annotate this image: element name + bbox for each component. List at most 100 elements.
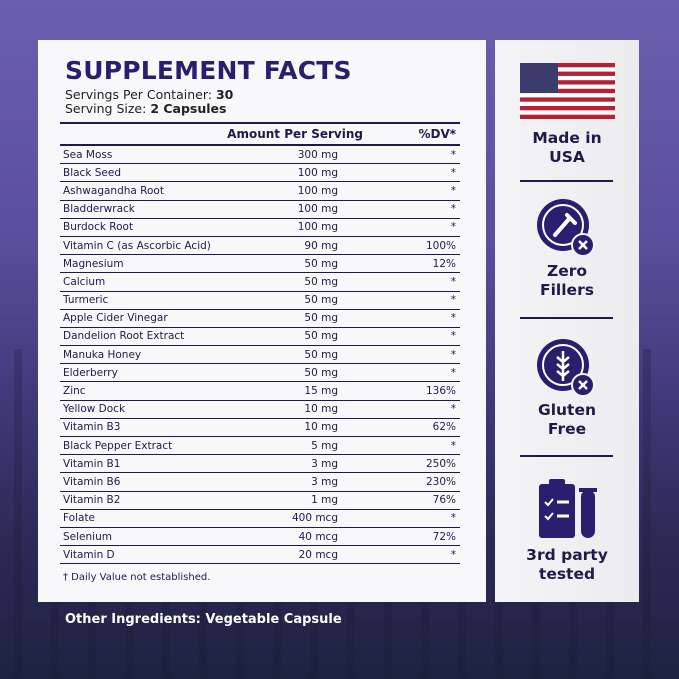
ingredient-name: Vitamin B3 <box>63 421 121 434</box>
ingredient-dv: * <box>450 166 456 179</box>
ingredient-dv: * <box>450 184 456 197</box>
ingredient-name: Manuka Honey <box>63 348 142 361</box>
other-ingredients: Other Ingredients: Vegetable Capsule <box>65 612 342 627</box>
table-row: Ashwagandha Root 100 mg * <box>60 182 460 201</box>
ingredient-amount: 5 mg <box>311 439 338 452</box>
ingredient-name: Zinc <box>63 385 86 398</box>
badges-panel: Made in USA Zero Fillers Gluten Free 3rd pa… <box>495 40 639 602</box>
badge-text: Free <box>547 420 587 438</box>
table-row: Folate 400 mcg * <box>60 510 460 528</box>
ingredient-amount: 40 mcg <box>298 530 338 543</box>
divider <box>520 455 613 457</box>
badge-text: Fillers <box>540 281 594 299</box>
ingredient-name: Ashwagandha Root <box>63 184 164 197</box>
badge-made-in-usa: Made in USA <box>495 129 639 167</box>
footnote: † Daily Value not established. <box>63 572 211 583</box>
table-row: Black Seed 100 mg * <box>60 164 460 183</box>
ingredient-dv: 100% <box>425 239 456 252</box>
table-row: Vitamin B1 3 mg 250% <box>60 455 460 474</box>
ingredient-name: Bladderwrack <box>63 203 135 216</box>
table-row: Vitamin C (as Ascorbic Acid) 90 mg 100% <box>60 237 460 256</box>
size-value: 2 Capsules <box>150 101 227 116</box>
ingredient-amount: 50 mg <box>304 257 338 270</box>
ingredient-name: Vitamin B2 <box>63 494 121 507</box>
badge-text: tested <box>538 565 596 583</box>
table-header: Amount Per Serving %DV* <box>60 124 460 146</box>
ingredient-dv: * <box>450 512 456 525</box>
ingredient-name: Apple Cider Vinegar <box>63 312 168 325</box>
ingredient-amount: 3 mg <box>311 457 338 470</box>
clipboard-test-tube-icon <box>495 478 639 540</box>
table-row: Turmeric 50 mg * <box>60 292 460 310</box>
dropper-no-icon <box>495 197 639 261</box>
divider <box>520 180 613 182</box>
ingredient-name: Calcium <box>63 275 106 288</box>
badge-text: USA <box>549 148 585 166</box>
ingredient-name: Selenium <box>63 530 112 543</box>
table-row: Burdock Root 100 mg * <box>60 219 460 237</box>
supplement-facts-panel: SUPPLEMENT FACTS Servings Per Container:… <box>38 40 486 602</box>
serving-size: Serving Size: 2 Capsules <box>65 101 226 116</box>
ingredient-dv: 72% <box>432 530 456 543</box>
badge-gluten-free: Gluten Free <box>495 401 639 439</box>
badge-text: Made in <box>532 129 602 147</box>
page-title: SUPPLEMENT FACTS <box>65 56 352 85</box>
ingredient-name: Magnesium <box>63 257 124 270</box>
ingredient-amount: 400 mcg <box>291 512 338 525</box>
ingredient-amount: 100 mg <box>297 221 338 234</box>
ingredient-name: Vitamin C (as Ascorbic Acid) <box>63 239 211 252</box>
ingredient-amount: 50 mg <box>304 312 338 325</box>
table-row: Vitamin B2 1 mg 76% <box>60 492 460 510</box>
ingredient-name: Elderberry <box>63 366 118 379</box>
table-row: Bladderwrack 100 mg * <box>60 201 460 219</box>
servings-value: 30 <box>215 87 234 102</box>
ingredient-name: Sea Moss <box>63 148 113 161</box>
ingredient-dv: * <box>450 148 456 161</box>
ingredient-amount: 50 mg <box>304 366 338 379</box>
table-row: Selenium 40 mcg 72% <box>60 528 460 547</box>
usa-flag-icon <box>495 63 639 119</box>
ingredient-name: Vitamin B1 <box>63 457 121 470</box>
ingredient-name: Burdock Root <box>63 221 134 234</box>
ingredient-name: Black Pepper Extract <box>63 439 173 452</box>
table-row: Calcium 50 mg * <box>60 273 460 292</box>
ingredient-amount: 100 mg <box>297 166 338 179</box>
ingredient-name: Vitamin D <box>63 548 115 561</box>
table-row: Sea Moss 300 mg * <box>60 146 460 165</box>
size-label: Serving Size: <box>65 101 147 116</box>
ingredient-name: Turmeric <box>63 294 109 307</box>
table-row: Vitamin B3 10 mg 62% <box>60 419 460 437</box>
ingredient-amount: 50 mg <box>304 330 338 343</box>
ingredient-dv: * <box>450 312 456 325</box>
amount-header: Amount Per Serving <box>227 127 363 141</box>
badge-zero-fillers: Zero Fillers <box>495 262 639 300</box>
table-row: Dandelion Root Extract 50 mg * <box>60 328 460 347</box>
wheat-no-icon <box>495 337 639 401</box>
ingredient-dv: 62% <box>432 421 456 434</box>
ingredient-dv: * <box>450 348 456 361</box>
ingredient-amount: 300 mg <box>297 148 338 161</box>
ingredient-dv: * <box>450 275 456 288</box>
servings-per-container: Servings Per Container: 30 <box>65 87 233 102</box>
table-row: Elderberry 50 mg * <box>60 364 460 383</box>
table-row: Magnesium 50 mg 12% <box>60 255 460 274</box>
ingredient-name: Vitamin B6 <box>63 475 121 488</box>
ingredient-amount: 10 mg <box>304 421 338 434</box>
table-row: Vitamin B6 3 mg 230% <box>60 473 460 492</box>
ingredient-name: Yellow Dock <box>63 403 126 416</box>
badge-3rd-party-tested: 3rd party tested <box>495 546 639 584</box>
ingredient-amount: 50 mg <box>304 275 338 288</box>
ingredient-name: Black Seed <box>63 166 121 179</box>
ingredient-dv: * <box>450 221 456 234</box>
ingredient-name: Folate <box>63 512 96 525</box>
ingredient-amount: 50 mg <box>304 294 338 307</box>
ingredient-dv: * <box>450 294 456 307</box>
ingredient-amount: 50 mg <box>304 348 338 361</box>
ingredient-dv: 230% <box>425 475 456 488</box>
table-row: Manuka Honey 50 mg * <box>60 346 460 365</box>
ingredient-amount: 10 mg <box>304 403 338 416</box>
ingredient-amount: 3 mg <box>311 475 338 488</box>
ingredient-dv: * <box>450 548 456 561</box>
ingredient-amount: 90 mg <box>304 239 338 252</box>
ingredient-amount: 100 mg <box>297 203 338 216</box>
